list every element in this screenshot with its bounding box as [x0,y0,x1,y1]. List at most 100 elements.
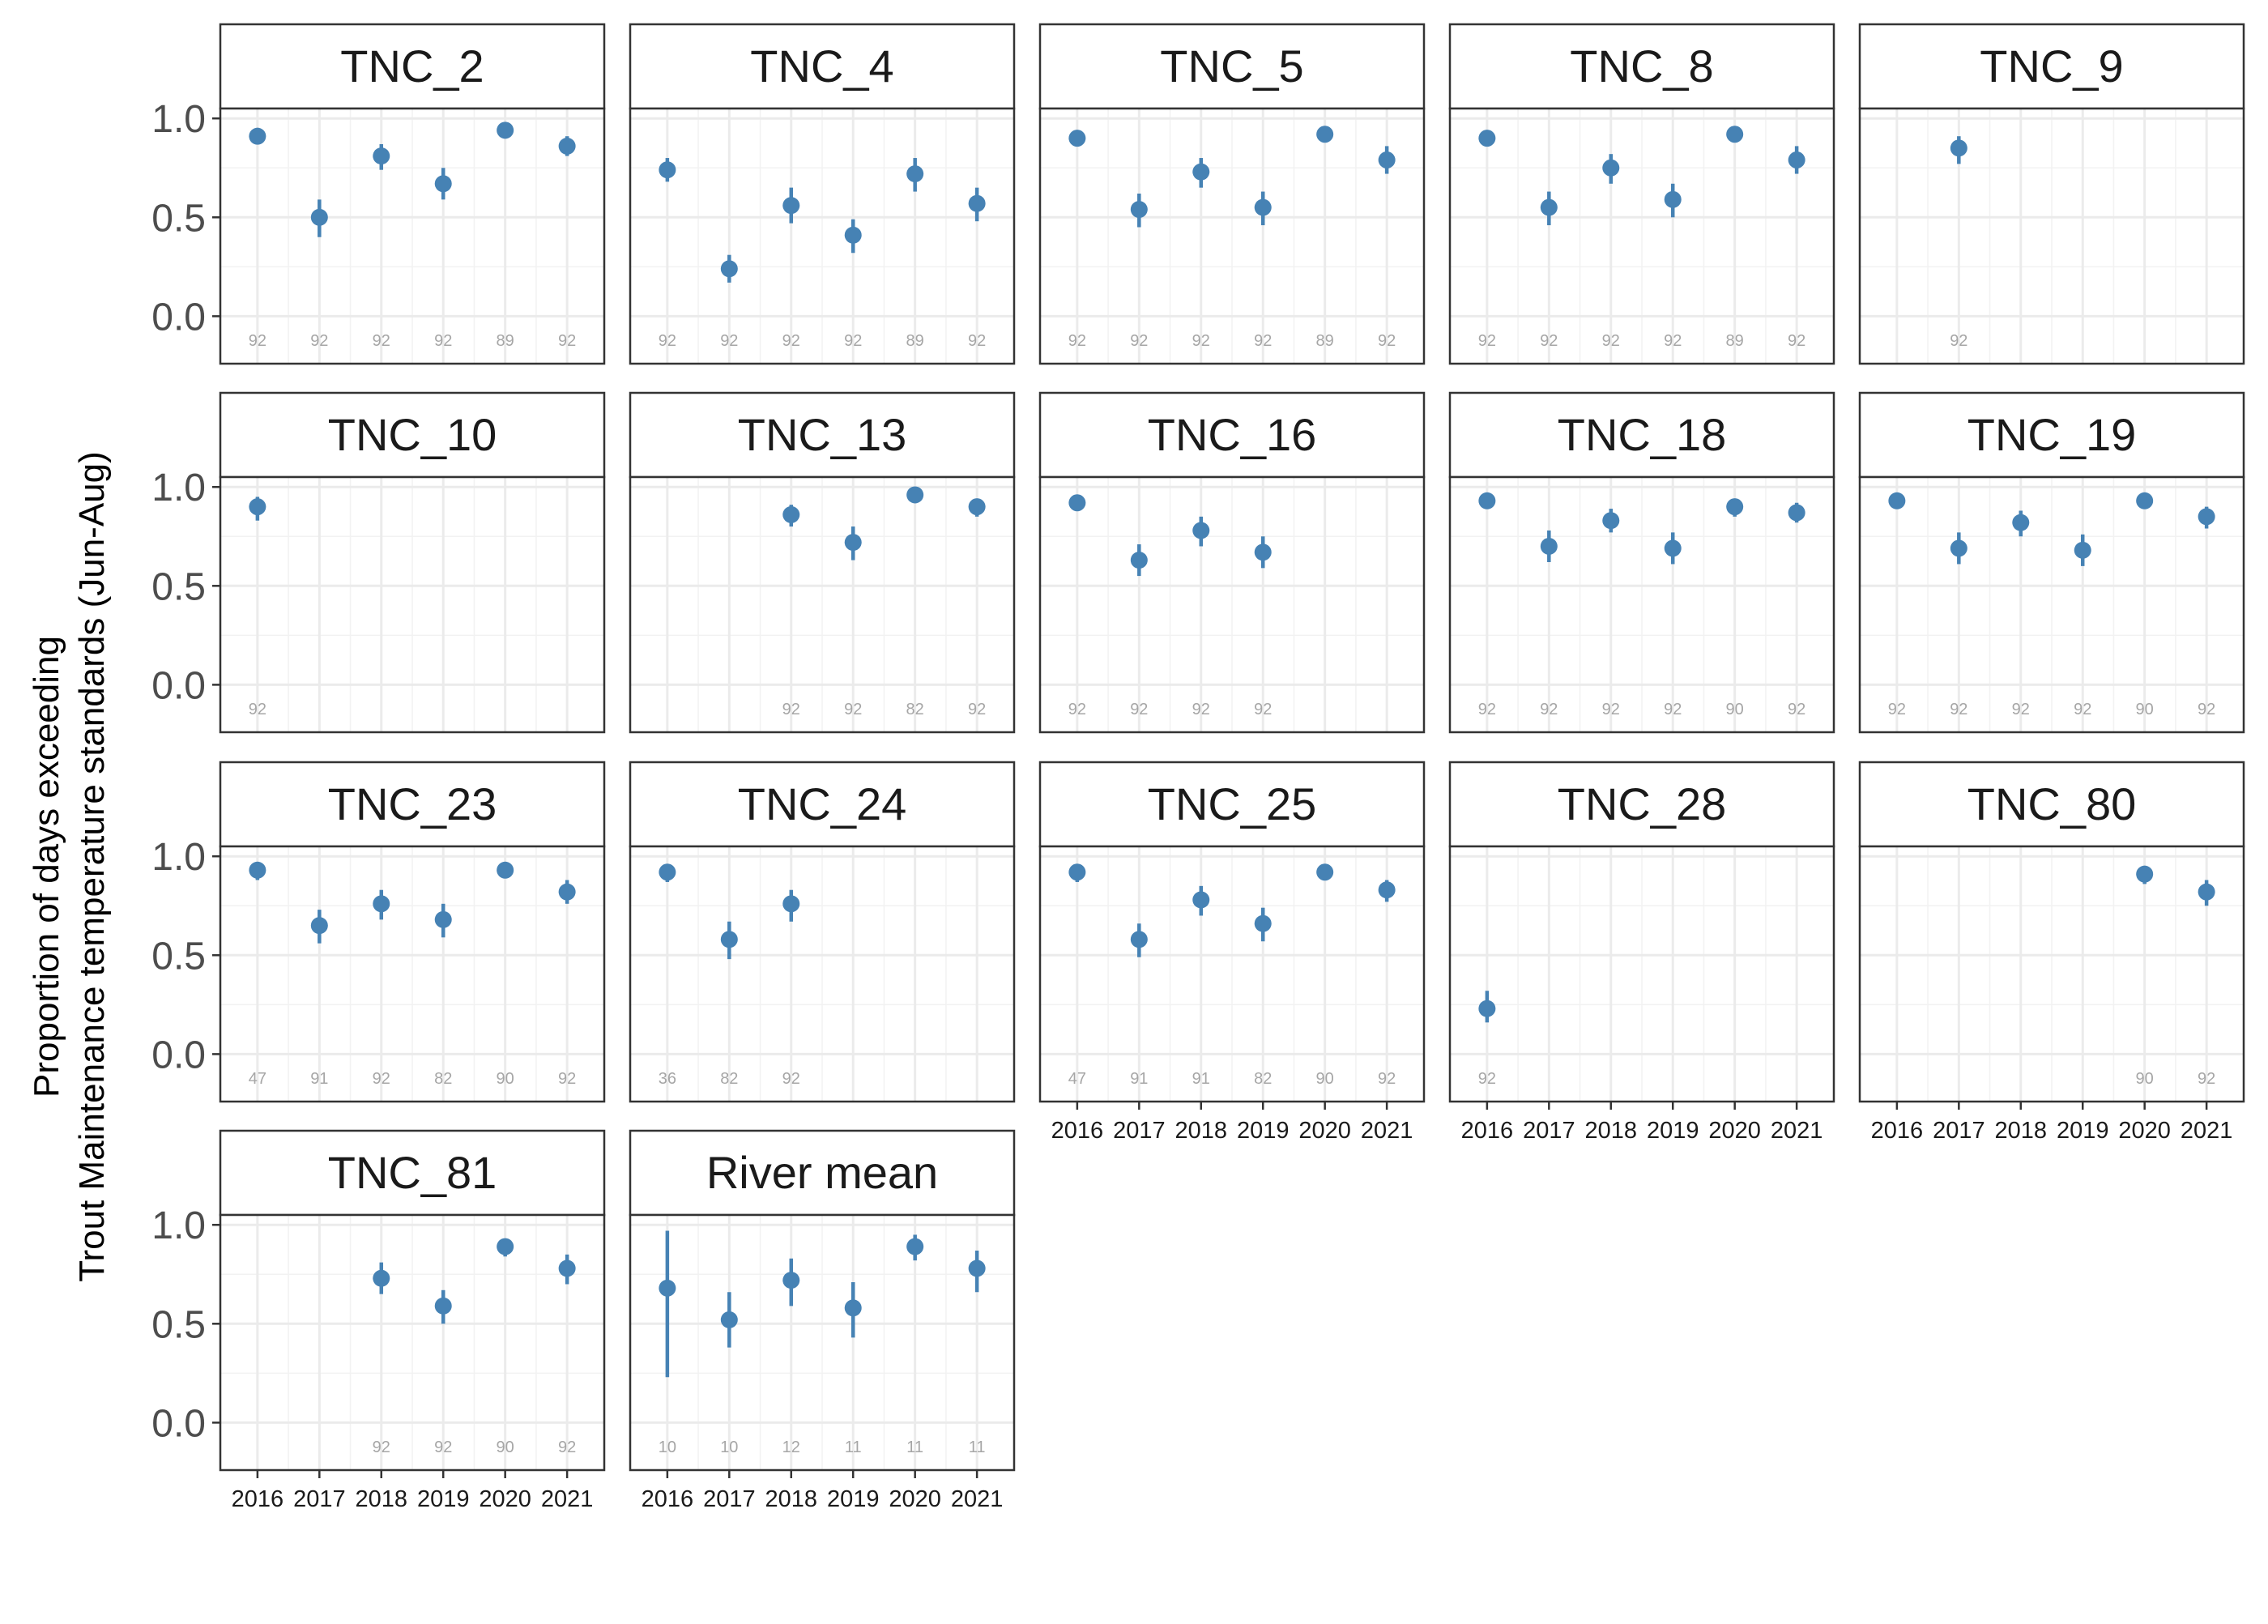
sample-size-label: 92 [1664,332,1682,350]
sample-size-label: 92 [659,332,676,350]
data-point [1540,537,1558,555]
data-point [373,895,390,913]
data-point [782,197,800,215]
facet-title: TNC_2 [340,40,484,92]
data-point [2012,514,2030,531]
sample-size-label: 11 [906,1439,923,1456]
facet-panel: TNC_19 92 92 92 92 90 92 [1858,391,2245,734]
data-point [720,260,738,278]
facet-strip [629,391,1016,479]
sample-size-label: 10 [720,1439,738,1456]
sample-size-label: 92 [558,1439,576,1456]
data-point [373,147,390,165]
sample-size-label: 89 [1726,332,1744,350]
sample-size-label: 92 [249,332,266,350]
sample-size-label: 92 [968,701,986,718]
panel-border [219,1213,606,1472]
data-point [1068,494,1086,512]
data-point [2198,508,2215,526]
data-point [906,1238,924,1255]
panel-border [629,475,1016,734]
x-tick-label: 2016 [1871,1118,1924,1144]
facet-title: TNC_24 [738,778,907,829]
sample-size-label: 92 [1478,1070,1496,1088]
data-point [2136,492,2154,509]
facet-strip [629,761,1016,848]
panel-border [629,845,1016,1103]
facet-panel: TNC_25 47 91 91 82 90 92 2016 2017 2018 2019 2020 20… [1038,761,1426,1144]
sample-size-label: 92 [373,1439,390,1456]
x-tick-label: 2021 [541,1486,594,1512]
data-point [1478,1000,1496,1017]
sample-size-label: 92 [1478,332,1496,350]
data-point [1068,130,1086,147]
data-point [1254,543,1272,561]
x-tick-label: 2017 [1113,1118,1166,1144]
facet-strip [1448,23,1835,110]
data-point [497,861,514,879]
facet-title: TNC_4 [750,40,893,92]
x-tick-label: 2021 [2181,1118,2233,1144]
data-point [1130,552,1148,569]
facet-title: TNC_25 [1148,778,1317,829]
sample-size-label: 92 [1254,332,1272,350]
data-point [1068,863,1086,881]
facet-panel: TNC_4 92 92 92 92 89 92 [629,23,1016,365]
data-point [659,1279,676,1297]
sample-size-label: 92 [1950,701,1967,718]
y-tick-label: 0.0 [151,1034,206,1076]
panel-border [1858,845,2245,1103]
data-point [1788,504,1805,522]
data-point [659,161,676,179]
x-tick-label: 2020 [1708,1118,1761,1144]
panel-border [1448,845,1835,1103]
data-point [1316,126,1334,143]
x-tick-label: 2021 [951,1486,1004,1512]
facet-panel: TNC_23 47 91 92 82 90 92 0.0 0.5 1.0 [151,761,606,1103]
panel-border [629,107,1016,365]
y-tick-label: 0.5 [151,197,206,240]
sample-size-label: 47 [1068,1070,1086,1088]
sample-size-label: 92 [844,701,862,718]
sample-size-label: 92 [249,701,266,718]
x-tick-label: 2019 [1647,1118,1699,1144]
data-point [1316,863,1334,881]
data-point [310,917,328,935]
x-tick-label: 2020 [479,1486,531,1512]
sample-size-label: 92 [1540,701,1558,718]
facet-panel: TNC_28 92 2016 2017 2018 2019 2020 2021 [1448,761,1835,1144]
x-tick-label: 2017 [1933,1118,1985,1144]
sample-size-label: 92 [2074,701,2091,718]
facet-strip [1038,391,1426,479]
sample-size-label: 92 [968,332,986,350]
x-tick-label: 2016 [1461,1118,1514,1144]
facet-strip [219,23,606,110]
data-point [249,498,266,516]
data-point [1130,201,1148,219]
facet-panel: TNC_18 92 92 92 92 90 92 [1448,391,1835,734]
sample-size-label: 90 [1316,1070,1334,1088]
data-point [1726,498,1744,516]
sample-size-label: 92 [1602,701,1620,718]
data-point [659,863,676,881]
sample-size-label: 12 [782,1439,800,1456]
data-point [1192,522,1210,539]
facet-panel: TNC_80 90 92 2016 2017 2018 2019 2020 2021 [1858,761,2245,1144]
facet-title: TNC_5 [1160,40,1303,92]
x-tick-label: 2021 [1771,1118,1823,1144]
data-point [844,226,862,244]
facet-panel: TNC_9 92 [1858,23,2245,365]
sample-size-label: 89 [1316,332,1334,350]
sample-size-label: 92 [373,1070,390,1088]
data-point [1540,198,1558,216]
data-point [249,127,266,145]
sample-size-label: 91 [1192,1070,1210,1088]
data-point [1478,130,1496,147]
data-point [373,1269,390,1287]
facet-panel: TNC_5 92 92 92 92 89 92 [1038,23,1426,365]
sample-size-label: 82 [1254,1070,1272,1088]
y-tick-label: 0.0 [151,1402,206,1445]
x-tick-label: 2017 [293,1486,346,1512]
data-point [1888,492,1906,509]
